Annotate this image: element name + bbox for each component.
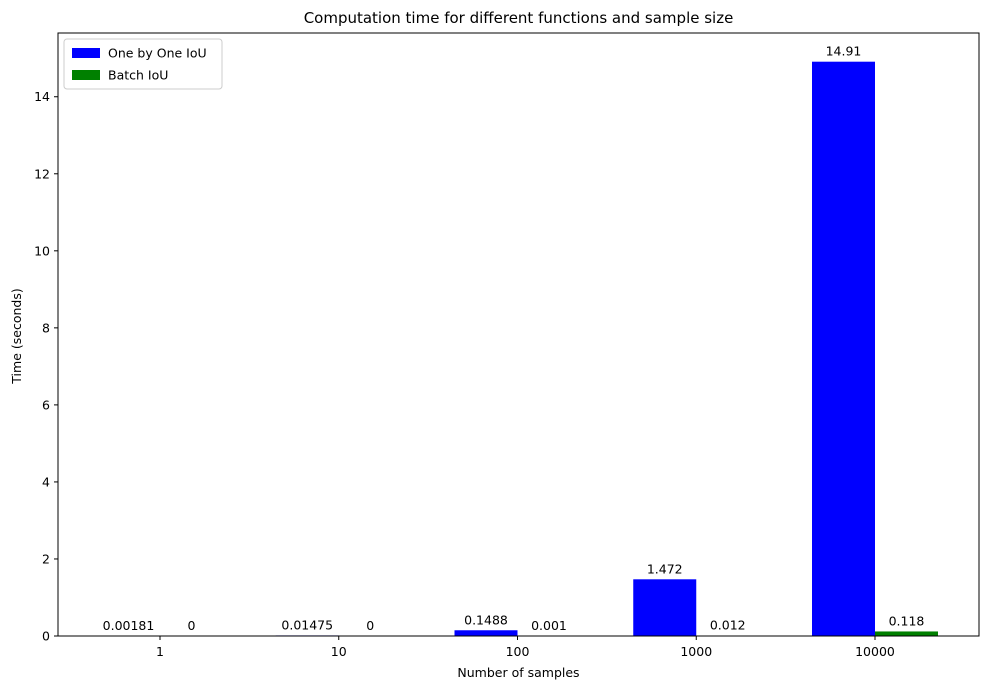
data-label-batch-10: 0 [366,618,374,633]
plot-frame [57,32,980,637]
y-tick-label: 14 [34,89,50,104]
data-label-one-by-one-100: 0.1488 [464,612,508,627]
legend: One by One IoU Batch IoU [63,38,223,90]
y-tick-label: 0 [42,629,50,644]
y-tick-label: 4 [42,474,50,489]
chart-title: Computation time for different functions… [304,9,734,27]
data-label-one-by-one-10000: 14.91 [826,44,862,59]
x-tick-label: 10 [331,644,347,659]
bar-batch-10000 [875,631,938,636]
data-label-batch-1: 0 [188,618,196,633]
legend-label-batch: Batch IoU [108,68,168,83]
data-label-batch-10000: 0.118 [889,613,925,628]
data-label-one-by-one-10: 0.01475 [281,617,333,632]
legend-swatch-one-by-one [72,48,100,58]
data-label-one-by-one-1: 0.00181 [103,618,155,633]
x-axis-label: Number of samples [457,665,579,680]
y-tick-label: 6 [42,397,50,412]
y-axis-label: Time (seconds) [9,288,24,384]
y-tick-label: 8 [42,320,50,335]
data-label-one-by-one-1000: 1.472 [647,561,683,576]
x-tick-label: 10000 [855,644,895,659]
x-tick-label: 1 [156,644,164,659]
bar-one-by-one-100 [454,630,518,636]
bar-one-by-one-10000 [812,61,875,637]
data-label-batch-100: 0.001 [531,618,567,633]
legend-swatch-batch [72,70,100,80]
x-tick-label: 1000 [680,644,712,659]
y-tick-label: 2 [42,551,50,566]
bar-one-by-one-1000 [633,579,697,636]
data-label-batch-1000: 0.012 [710,618,746,633]
y-tick-label: 10 [34,243,50,258]
legend-box [63,38,223,90]
legend-label-one-by-one: One by One IoU [108,46,207,61]
y-tick-label: 12 [34,166,50,181]
x-tick-label: 100 [506,644,530,659]
